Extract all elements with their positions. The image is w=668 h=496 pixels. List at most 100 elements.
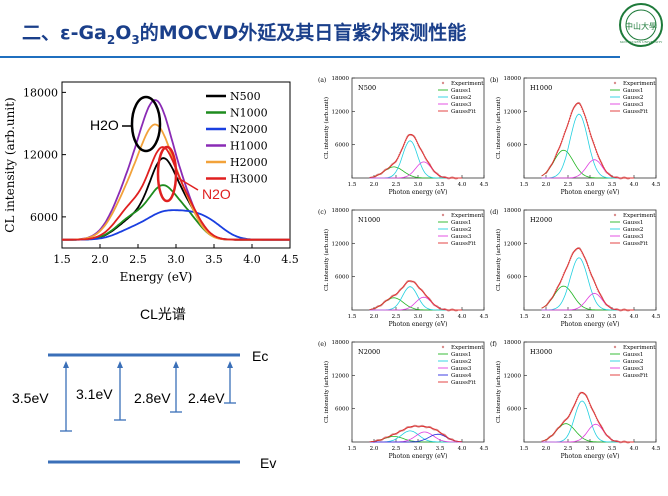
y-tick-label: 12000	[23, 149, 58, 162]
legend-label: Gauss2	[623, 95, 643, 101]
y-axis-label: CL intensity (arb.unit)	[3, 97, 17, 232]
svg-text:SUN YAT-SEN UNIVERSITY: SUN YAT-SEN UNIVERSITY	[620, 40, 663, 44]
fit-panel-n1000: (c) N1000 1.5 2.0 2.5 3.0 3.5 4.0 4.5 6000 12000 18…	[318, 208, 489, 328]
legend-label: Gauss2	[623, 359, 643, 365]
y-tick-label: 12000	[332, 241, 350, 247]
transition-label: 3.5eV	[12, 390, 49, 406]
legend-swatch	[613, 345, 617, 349]
transition-label: 2.8eV	[134, 390, 171, 406]
y-axis-label: CL intensity (arb.unit)	[495, 361, 502, 423]
legend-label: Gauss1	[623, 352, 643, 358]
fit-panel-n2000: (e) N2000 1.5 2.0 2.5 3.0 3.5 4.0 4.5 6000 12000 18…	[318, 340, 489, 460]
x-tick-label: 1.5	[348, 446, 357, 452]
y-axis-label: CL intensity (arb.unit)	[495, 97, 502, 159]
legend-label: Gauss3	[451, 366, 472, 372]
x-tick-label: 2.5	[392, 182, 401, 188]
legend-label: Gauss1	[451, 88, 471, 94]
legend-label: Experiment	[451, 81, 484, 87]
x-tick-label: 2.0	[542, 446, 551, 452]
gauss-fit-line	[369, 133, 462, 179]
x-tick-label: 1.5	[520, 314, 529, 320]
x-tick-label: 4.0	[458, 446, 467, 452]
y-tick-label: 18000	[332, 208, 350, 214]
y-tick-label: 18000	[332, 340, 350, 346]
arrow-head-up	[63, 361, 69, 368]
ec-label: Ec	[252, 348, 268, 364]
y-axis-label: CL intensity (arb.unit)	[323, 97, 330, 159]
x-tick-label: 3.0	[414, 446, 423, 452]
x-tick-label: 2.0	[370, 446, 379, 452]
x-tick-label: 3.0	[167, 253, 185, 266]
panel-id: (c)	[318, 209, 326, 216]
x-tick-label: 3.5	[436, 314, 445, 320]
x-tick-label: 2.5	[392, 446, 401, 452]
panel-id: (f)	[490, 341, 497, 348]
x-tick-label: 2.5	[564, 314, 573, 320]
transition-label: 2.4eV	[188, 390, 225, 406]
h2o-annotation: H2O	[90, 117, 119, 133]
legend-label: Gauss2	[451, 95, 471, 101]
x-tick-label: 1.5	[348, 182, 357, 188]
series-line-n1000	[62, 184, 290, 241]
legend-label: GaussFit	[623, 241, 648, 247]
y-tick-label: 18000	[504, 340, 522, 346]
x-axis-label: Photon energy (eV)	[561, 189, 620, 196]
x-tick-label: 4.5	[480, 314, 489, 320]
y-tick-label: 18000	[504, 208, 522, 214]
gauss-fit-line	[541, 247, 634, 311]
legend-label: Experiment	[451, 213, 484, 219]
x-tick-label: 4.0	[458, 182, 467, 188]
panel-title: H1000	[530, 84, 552, 92]
h2o-ellipse	[130, 95, 162, 153]
legend-label: Experiment	[451, 345, 484, 351]
gauss-component-2	[369, 286, 462, 311]
y-tick-label: 6000	[30, 211, 58, 224]
y-tick-label: 12000	[332, 109, 350, 115]
x-tick-label: 2.0	[370, 182, 379, 188]
legend-label-n500: N500	[230, 90, 261, 103]
legend-label: GaussFit	[451, 380, 476, 386]
x-tick-label: 3.0	[586, 182, 595, 188]
legend-label: GaussFit	[451, 241, 476, 247]
x-tick-label: 4.0	[630, 446, 639, 452]
x-tick-label: 4.0	[630, 314, 639, 320]
ev-label: Ev	[260, 455, 276, 471]
x-axis-label: Photon energy (eV)	[561, 453, 620, 460]
x-axis-label: Photon energy (eV)	[561, 321, 620, 328]
gauss-component-3	[541, 159, 634, 179]
x-tick-label: 3.0	[414, 314, 423, 320]
y-tick-label: 18000	[504, 76, 522, 82]
panel-title: N2000	[358, 348, 380, 356]
x-tick-label: 3.5	[608, 314, 617, 320]
x-tick-label: 2.0	[91, 253, 109, 266]
y-tick-label: 18000	[332, 76, 350, 82]
legend-swatch	[441, 213, 445, 217]
y-axis-label: CL intensity (arb.unit)	[495, 229, 502, 291]
legend-label: Gauss1	[451, 352, 471, 358]
panel-id: (a)	[318, 77, 326, 84]
x-axis-label: Photon energy (eV)	[389, 189, 448, 196]
band-diagram: Ec Ev 3.5eV 3.1eV 2.8eV 2.4eV	[12, 348, 276, 471]
y-tick-label: 6000	[507, 407, 521, 413]
y-axis-label: CL intensity (arb.unit)	[323, 229, 330, 291]
panel-title: H2000	[530, 216, 552, 224]
gauss-component-3	[369, 161, 462, 179]
fit-panel-h3000: (f) H3000 1.5 2.0 2.5 3.0 3.5 4.0 4.5 6000 12000 18…	[490, 340, 661, 460]
x-tick-label: 4.5	[652, 314, 661, 320]
legend-label: GaussFit	[623, 109, 648, 115]
x-tick-label: 3.5	[436, 446, 445, 452]
x-tick-label: 1.5	[53, 253, 71, 266]
legend-swatch	[441, 81, 445, 85]
x-tick-label: 3.5	[608, 182, 617, 188]
legend-label: Gauss3	[451, 102, 472, 108]
series-line-n2000	[62, 209, 290, 241]
fit-panel-h2000: (d) H2000 1.5 2.0 2.5 3.0 3.5 4.0 4.5 6000 12000 18…	[490, 208, 661, 328]
x-tick-label: 4.0	[630, 182, 639, 188]
y-tick-label: 12000	[332, 373, 350, 379]
y-tick-label: 6000	[335, 407, 349, 413]
legend-label: Gauss2	[623, 227, 643, 233]
x-tick-label: 1.5	[520, 182, 529, 188]
x-tick-label: 2.5	[564, 446, 573, 452]
gauss-component-2	[369, 430, 462, 443]
legend-label: Gauss1	[623, 88, 643, 94]
